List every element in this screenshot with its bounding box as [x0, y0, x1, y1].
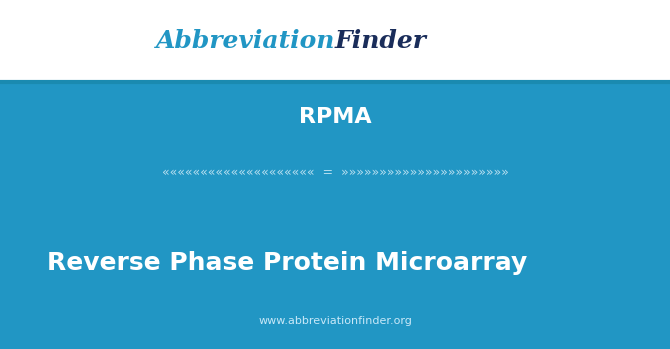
Text: www.abbreviationfinder.org: www.abbreviationfinder.org — [258, 316, 412, 326]
Text: Reverse Phase Protein Microarray: Reverse Phase Protein Microarray — [47, 252, 527, 275]
Text: Finder: Finder — [335, 29, 427, 53]
Text: Abbreviation: Abbreviation — [155, 29, 335, 53]
FancyBboxPatch shape — [0, 82, 670, 349]
Text: ««««««««««««««««««««  =  »»»»»»»»»»»»»»»»»»»»»»: «««««««««««««««««««« = »»»»»»»»»»»»»»»»»… — [161, 166, 509, 179]
Text: RPMA: RPMA — [299, 107, 371, 127]
